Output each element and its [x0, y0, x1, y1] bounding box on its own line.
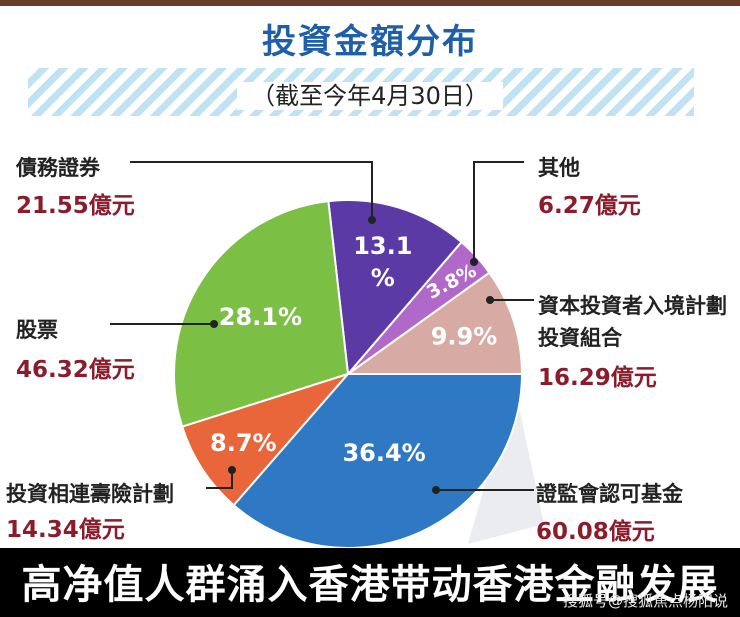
caption-background [0, 548, 740, 617]
value-sfc-funds: 60.08億元 [536, 519, 655, 545]
slice-cies [344, 271, 524, 375]
label-cies-line2: 投資組合 [538, 326, 622, 350]
percent-debt-securities: 13.1% [353, 232, 412, 292]
watermark-text: 搜狐号@搜狐焦点杨阳说 [562, 592, 728, 610]
value-cies: 16.29億元 [538, 365, 657, 391]
pie-shadow [468, 384, 544, 544]
leader-sfc-funds-dot [432, 486, 440, 494]
percent-cies: 9.9% [431, 323, 498, 351]
value-ilas: 14.34億元 [6, 517, 125, 543]
percent-cies-line: 9.9% [431, 323, 498, 351]
slice-stocks [173, 200, 350, 428]
label-others: 其他 [538, 156, 580, 180]
value-stocks: 46.32億元 [16, 357, 135, 383]
label-debt-securities: 債務證券 [16, 156, 100, 180]
label-ilas: 投資相連壽險計劃 [6, 482, 174, 506]
leader-cies-dot [486, 296, 494, 304]
leader-debt-securities-dot [368, 216, 376, 224]
leader-ilas [206, 470, 233, 489]
chart-subtitle-text: （截至今年4月30日） [237, 82, 503, 110]
percent-ilas: 8.7% [210, 429, 277, 457]
leader-ilas-dot [228, 466, 236, 474]
label-stocks: 股票 [16, 318, 58, 342]
leader-debt-securities [130, 161, 373, 220]
chart-title: 投資金額分布 [262, 22, 478, 62]
video-caption: 高净值人群涌入香港带动香港金融发展 [21, 562, 719, 608]
slice-sfc-funds [232, 373, 524, 548]
leader-others-dot [470, 258, 478, 266]
chart-subtitle: （截至今年4月30日） [0, 76, 740, 111]
slice-ilas [180, 371, 352, 507]
percent-sfc-funds-line: 36.4% [342, 439, 425, 467]
percent-debt-securities-line: 13.1 [353, 232, 412, 260]
percent-stocks: 28.1% [219, 303, 302, 331]
leader-others [473, 161, 524, 262]
slice-debt-securities [327, 199, 463, 377]
percent-ilas-line: 8.7% [210, 429, 277, 457]
percent-debt-securities-line: % [371, 264, 395, 292]
percent-stocks-line: 28.1% [219, 303, 302, 331]
label-cies-line1: 資本投資者入境計劃 [538, 294, 727, 318]
value-debt-securities: 21.55億元 [16, 193, 135, 219]
percent-sfc-funds: 36.4% [342, 439, 425, 467]
top-border [0, 0, 740, 6]
value-others: 6.27億元 [538, 193, 641, 219]
label-sfc-funds: 證監會認可基金 [536, 482, 683, 506]
pie-chart: 9.9%36.4%8.7%28.1%13.1% 3.8% [110, 161, 544, 548]
leader-stocks-dot [210, 320, 218, 328]
